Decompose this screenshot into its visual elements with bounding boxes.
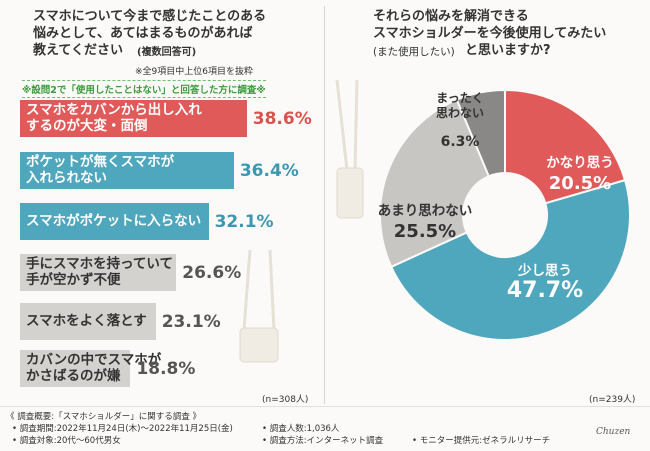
bar-label-line: スマホがポケットに入らない	[26, 213, 202, 229]
left-title-line-3: 教えてください	[33, 43, 123, 58]
bar-label-line: スマホをよく落とす	[26, 313, 147, 329]
phone-strap-illustration-icon	[335, 80, 364, 219]
right-title-line-3a: (また使用したい)	[373, 46, 455, 58]
bar-6: カバンの中でスマホが かさばるのが嫌	[20, 350, 161, 387]
multi-answer-note: (複数回答可)	[137, 47, 197, 58]
bar-5: スマホをよく落とす	[20, 303, 156, 340]
donut-value-text: 25.5%	[394, 221, 456, 242]
donut-slice-2	[389, 178, 631, 341]
bar-label-3: スマホがポケットに入らない	[26, 213, 201, 229]
bar-label-5: スマホをよく落とす	[26, 313, 147, 329]
panel-divider	[324, 6, 325, 404]
bar-label-2: ポケットが無くスマホが 入れられない	[26, 154, 174, 186]
right-title-line-1: それらの悩みを解消できる	[373, 9, 529, 24]
bar-label-1: スマホをカバンから出し入れ するのが大変・面倒	[26, 102, 202, 134]
top6-note: ※全9項目中上位6項目を抜粋	[135, 67, 253, 77]
left-title-line-2: 悩みとして、あてはまるものがあれば	[33, 26, 253, 41]
bar-label-line: 手にスマホを持っていて	[26, 256, 174, 272]
bar-label-line: スマホをカバンから出し入れ	[26, 102, 202, 118]
bar-1: スマホをカバンから出し入れ するのが大変・面倒	[20, 100, 247, 137]
bar-label-line: 入れられない	[26, 170, 107, 186]
donut-category-text: 少し思う	[517, 263, 572, 279]
bar-4: 手にスマホを持っていて 手が空かず不便	[20, 254, 177, 291]
donut-label-3: あまり思わない 25.5%	[378, 203, 473, 242]
right-title-line-2: スマホショルダーを今後使用してみたい	[373, 26, 607, 41]
survey-footer: 《 調査概要:「スマホショルダー」に関する調査 》 • 調査期間:2022年11…	[0, 406, 650, 451]
right-panel: それらの悩みを解消できる スマホショルダーを今後使用してみたい (また使用したい…	[325, 0, 650, 405]
bar-2: ポケットが無くスマホが 入れられない	[20, 152, 234, 189]
donut-category-text: あまり思わない	[378, 203, 473, 219]
donut-slice-3	[379, 98, 491, 269]
bar-label-line: 手が空かず不便	[26, 272, 121, 288]
right-title-line-3b: と思いますか?	[465, 43, 551, 58]
footer-title: 《 調査概要:「スマホショルダー」に関する調査 》	[6, 412, 202, 422]
donut-slice-1	[504, 88, 627, 205]
bar-value-1: 38.6%	[252, 109, 312, 129]
donut-category-text: まったく	[436, 91, 484, 105]
footer-target: • 調査対象:20代〜60代男女	[12, 436, 121, 446]
footer-method: • 調査方法:インターネット調査	[262, 436, 384, 446]
donut-label-1: かなり思う 20.5%	[546, 155, 614, 194]
donut-slice-4	[455, 88, 506, 178]
bar-label-line: かさばるのが嫌	[26, 368, 121, 384]
bar-value-4: 26.6%	[182, 263, 242, 283]
donut-category-text: かなり思う	[546, 155, 614, 171]
left-title-line-1: スマホについて今まで感じたことのある	[33, 9, 267, 24]
condition-note: ※設問2で「使用したことはない」と回答した方に調査※	[22, 80, 266, 98]
left-n-label: (n=308人)	[262, 395, 309, 405]
donut-value-text: 6.3%	[441, 134, 480, 150]
strap-illustration-icon	[239, 250, 279, 363]
bar-value-2: 36.4%	[239, 161, 299, 181]
bar-value-3: 32.1%	[214, 212, 274, 232]
bar-label-line: するのが大変・面倒	[26, 118, 148, 134]
footer-period: • 調査期間:2022年11月24日(木)〜2022年11月25日(金)	[12, 424, 233, 434]
right-n-label: (n=239人)	[589, 395, 636, 405]
bar-3: スマホがポケットに入らない	[20, 203, 209, 240]
donut-category-text: 思わない	[436, 106, 484, 120]
left-panel: スマホについて今まで感じたことのある 悩みとして、あてはまるものがあれば 教えて…	[0, 0, 325, 405]
bar-label-6: カバンの中でスマホが かさばるのが嫌	[26, 352, 161, 384]
bar-label-4: 手にスマホを持っていて 手が空かず不便	[26, 256, 173, 288]
bar-value-6: 18.8%	[136, 359, 196, 379]
bar-label-line: カバンの中でスマホが	[26, 352, 162, 368]
footer-provider: • モニター提供元:ゼネラルリサーチ	[412, 436, 551, 446]
bar-label-line: ポケットが無くスマホが	[26, 154, 175, 170]
donut-value-text: 20.5%	[549, 173, 611, 194]
bar-value-5: 23.1%	[161, 312, 221, 332]
signature: Chuzen	[596, 427, 631, 437]
footer-people: • 調査人数:1,036人	[262, 424, 340, 434]
donut-value-text: 47.7%	[507, 278, 583, 303]
